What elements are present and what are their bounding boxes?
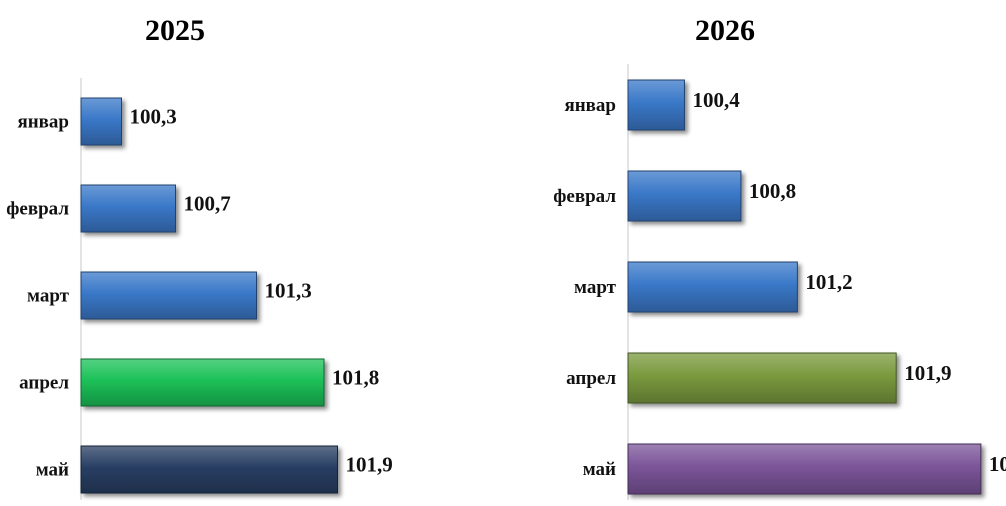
value-label: 100,4 bbox=[692, 88, 740, 112]
category-label: апрел bbox=[566, 368, 616, 389]
category-label: январ bbox=[17, 112, 69, 133]
value-label: 100,8 bbox=[749, 179, 796, 203]
value-label: 100,7 bbox=[184, 192, 231, 216]
category-label: апрел bbox=[19, 373, 69, 394]
bar-2 bbox=[627, 261, 798, 313]
category-label: январ bbox=[564, 95, 616, 116]
category-label: март bbox=[574, 277, 617, 298]
category-label: май bbox=[583, 459, 616, 480]
category-label: феврал bbox=[6, 199, 69, 220]
category-label: май bbox=[36, 460, 69, 481]
bar-3 bbox=[80, 358, 325, 407]
value-label: 101,9 bbox=[904, 361, 951, 385]
chart-2025-plot: январ 100,3 феврал 100,7 март 101,3 апрел 101,8… bbox=[6, 78, 393, 500]
value-label: 100,3 bbox=[130, 105, 177, 129]
bar-1 bbox=[80, 184, 176, 233]
value-label: 101,2 bbox=[805, 270, 852, 294]
chart-title: 2026 bbox=[695, 14, 755, 47]
bar-2 bbox=[80, 271, 257, 320]
bar-4 bbox=[80, 445, 338, 494]
chart-2025: 2025 январ 100,3 феврал 100,7 март 101,3 апрел… bbox=[0, 0, 500, 506]
bar-0 bbox=[80, 97, 122, 146]
bar-0 bbox=[627, 79, 685, 131]
bar-1 bbox=[627, 170, 742, 222]
category-label: феврал bbox=[553, 186, 616, 207]
chart-2026-plot: январ 100,4 феврал 100,8 март 101,2 апрел 101,9… bbox=[553, 64, 1006, 500]
bar-3 bbox=[627, 352, 897, 404]
bar-4 bbox=[627, 443, 982, 495]
chart-title: 2025 bbox=[145, 14, 205, 47]
value-label: 102,5 bbox=[989, 452, 1006, 476]
value-label: 101,8 bbox=[332, 366, 379, 390]
category-label: март bbox=[27, 286, 70, 307]
value-label: 101,3 bbox=[265, 279, 312, 303]
chart-2026: 2026 январ 100,4 феврал 100,8 март 101,2 апрел… bbox=[500, 0, 1006, 506]
value-label: 101,9 bbox=[346, 453, 393, 477]
